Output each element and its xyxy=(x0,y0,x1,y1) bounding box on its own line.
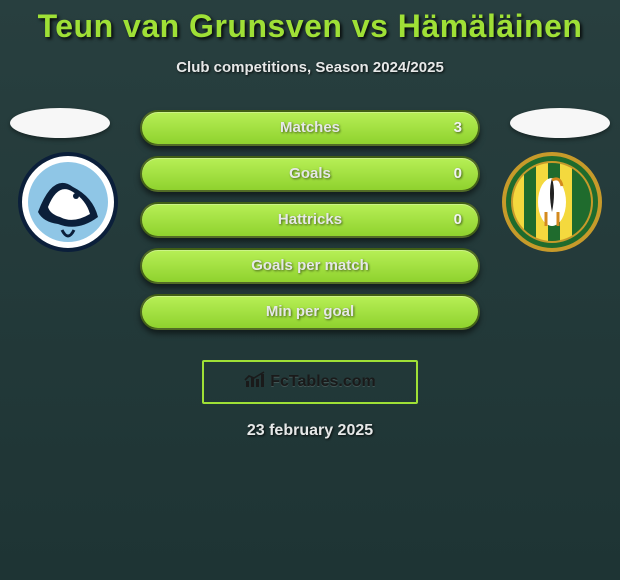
stat-bar-goals-per-match: Goals per match xyxy=(140,248,480,284)
stat-bar-min-per-goal: Min per goal xyxy=(140,294,480,330)
brand-text: FcTables.com xyxy=(270,373,376,391)
stat-label: Goals per match xyxy=(142,250,478,282)
stats-section: Matches 3 Goals 0 Hattricks 0 Goals per … xyxy=(0,110,620,350)
stat-value-right: 3 xyxy=(454,112,462,144)
chart-icon xyxy=(244,371,266,394)
stat-label: Hattricks xyxy=(142,204,478,236)
brand-box[interactable]: FcTables.com xyxy=(202,360,418,404)
stat-label: Min per goal xyxy=(142,296,478,328)
stat-value-right: 0 xyxy=(454,204,462,236)
stat-value-right: 0 xyxy=(454,158,462,190)
date-label: 23 february 2025 xyxy=(0,422,620,440)
stat-bar-matches: Matches 3 xyxy=(140,110,480,146)
stat-label: Matches xyxy=(142,112,478,144)
flag-right xyxy=(510,108,610,138)
stat-bars: Matches 3 Goals 0 Hattricks 0 Goals per … xyxy=(140,110,480,330)
crest-right-icon xyxy=(502,152,602,252)
stat-label: Goals xyxy=(142,158,478,190)
stat-bar-goals: Goals 0 xyxy=(140,156,480,192)
subtitle: Club competitions, Season 2024/2025 xyxy=(0,59,620,76)
flag-left xyxy=(10,108,110,138)
ado-den-haag-crest xyxy=(502,152,602,252)
crest-left-icon xyxy=(18,152,118,252)
fc-den-bosch-crest xyxy=(18,152,118,252)
page-title: Teun van Grunsven vs Hämäläinen xyxy=(0,0,620,45)
stat-bar-hattricks: Hattricks 0 xyxy=(140,202,480,238)
comparison-card: Teun van Grunsven vs Hämäläinen Club com… xyxy=(0,0,620,440)
